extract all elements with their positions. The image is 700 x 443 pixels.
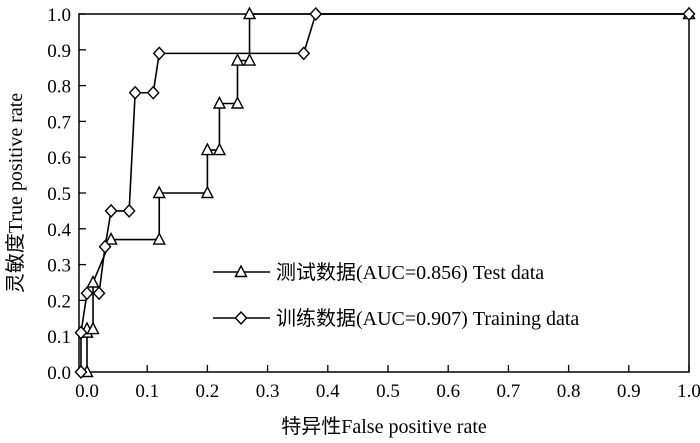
y-tick-label: 0.3 [47, 256, 71, 277]
triangle-marker [230, 53, 245, 66]
y-tick-label: 0.2 [47, 291, 71, 312]
x-tick-label: 1.0 [677, 381, 700, 402]
x-tick-label: 0.9 [617, 381, 641, 402]
y-tick-label: 0.0 [47, 363, 71, 384]
diamond-marker [297, 46, 311, 61]
x-tick-label: 0.0 [75, 381, 99, 402]
triangle-marker [152, 232, 166, 245]
training-data-series [74, 6, 696, 380]
diamond-marker [80, 286, 94, 301]
x-tick-label: 0.3 [256, 381, 280, 402]
diamond-marker [146, 85, 160, 100]
y-tick-label: 0.1 [47, 327, 71, 348]
diamond-marker [128, 85, 142, 100]
triangle-marker [104, 232, 118, 245]
x-tick-label: 0.4 [316, 381, 340, 402]
x-tick-label: 0.1 [135, 381, 159, 402]
triangle-marker [242, 6, 257, 20]
diamond-marker [309, 6, 323, 22]
y-tick-label: 0.8 [47, 77, 71, 98]
y-tick-label: 1.0 [47, 5, 71, 26]
legend-triangle-marker [234, 264, 248, 278]
x-tick-label: 0.7 [497, 381, 521, 402]
triangle-marker [86, 321, 100, 335]
legend-label: 训练数据(AUC=0.907) Training data [276, 307, 579, 330]
x-tick-label: 0.6 [436, 381, 460, 402]
test-data-series [80, 6, 696, 378]
y-tick-label: 0.9 [47, 41, 71, 62]
triangle-marker [212, 95, 227, 109]
legend-label: 测试数据(AUC=0.856) Test data [276, 261, 544, 284]
triangle-marker [86, 274, 100, 288]
triangle-marker [242, 53, 257, 66]
diamond-marker [98, 239, 112, 254]
triangle-marker [200, 185, 215, 199]
diamond-marker [104, 203, 118, 218]
y-tick-label: 0.5 [47, 184, 71, 205]
diamond-marker [92, 286, 106, 301]
triangle-marker [152, 185, 166, 199]
triangle-marker [230, 95, 245, 109]
x-tick-label: 0.8 [557, 381, 581, 402]
x-tick-label: 0.5 [376, 381, 400, 402]
y-tick-label: 0.7 [47, 112, 71, 133]
x-tick-label: 0.2 [196, 381, 220, 402]
diamond-marker [74, 325, 88, 340]
x-axis-title: 特异性False positive rate [281, 415, 487, 438]
legend-diamond-marker [234, 310, 248, 326]
triangle-marker [200, 142, 215, 156]
y-axis-title: 灵敏度True positive rate [4, 93, 27, 293]
y-tick-label: 0.4 [47, 220, 71, 241]
diamond-marker [152, 46, 166, 61]
axis-ticks: 0.0 0.1 0.2 0.3 0.4 0.5 0.6 0.7 0.8 0.9 1.0 0.0 0.1 0… [47, 5, 700, 402]
legend: 测试数据(AUC=0.856) Test data 训练数据(AUC=0.907)… [213, 261, 579, 330]
y-tick-label: 0.6 [47, 148, 71, 169]
diamond-marker [122, 203, 136, 218]
series-layer [74, 6, 696, 380]
diamond-marker [74, 364, 88, 380]
diamond-marker [682, 6, 696, 22]
triangle-marker [212, 142, 227, 156]
